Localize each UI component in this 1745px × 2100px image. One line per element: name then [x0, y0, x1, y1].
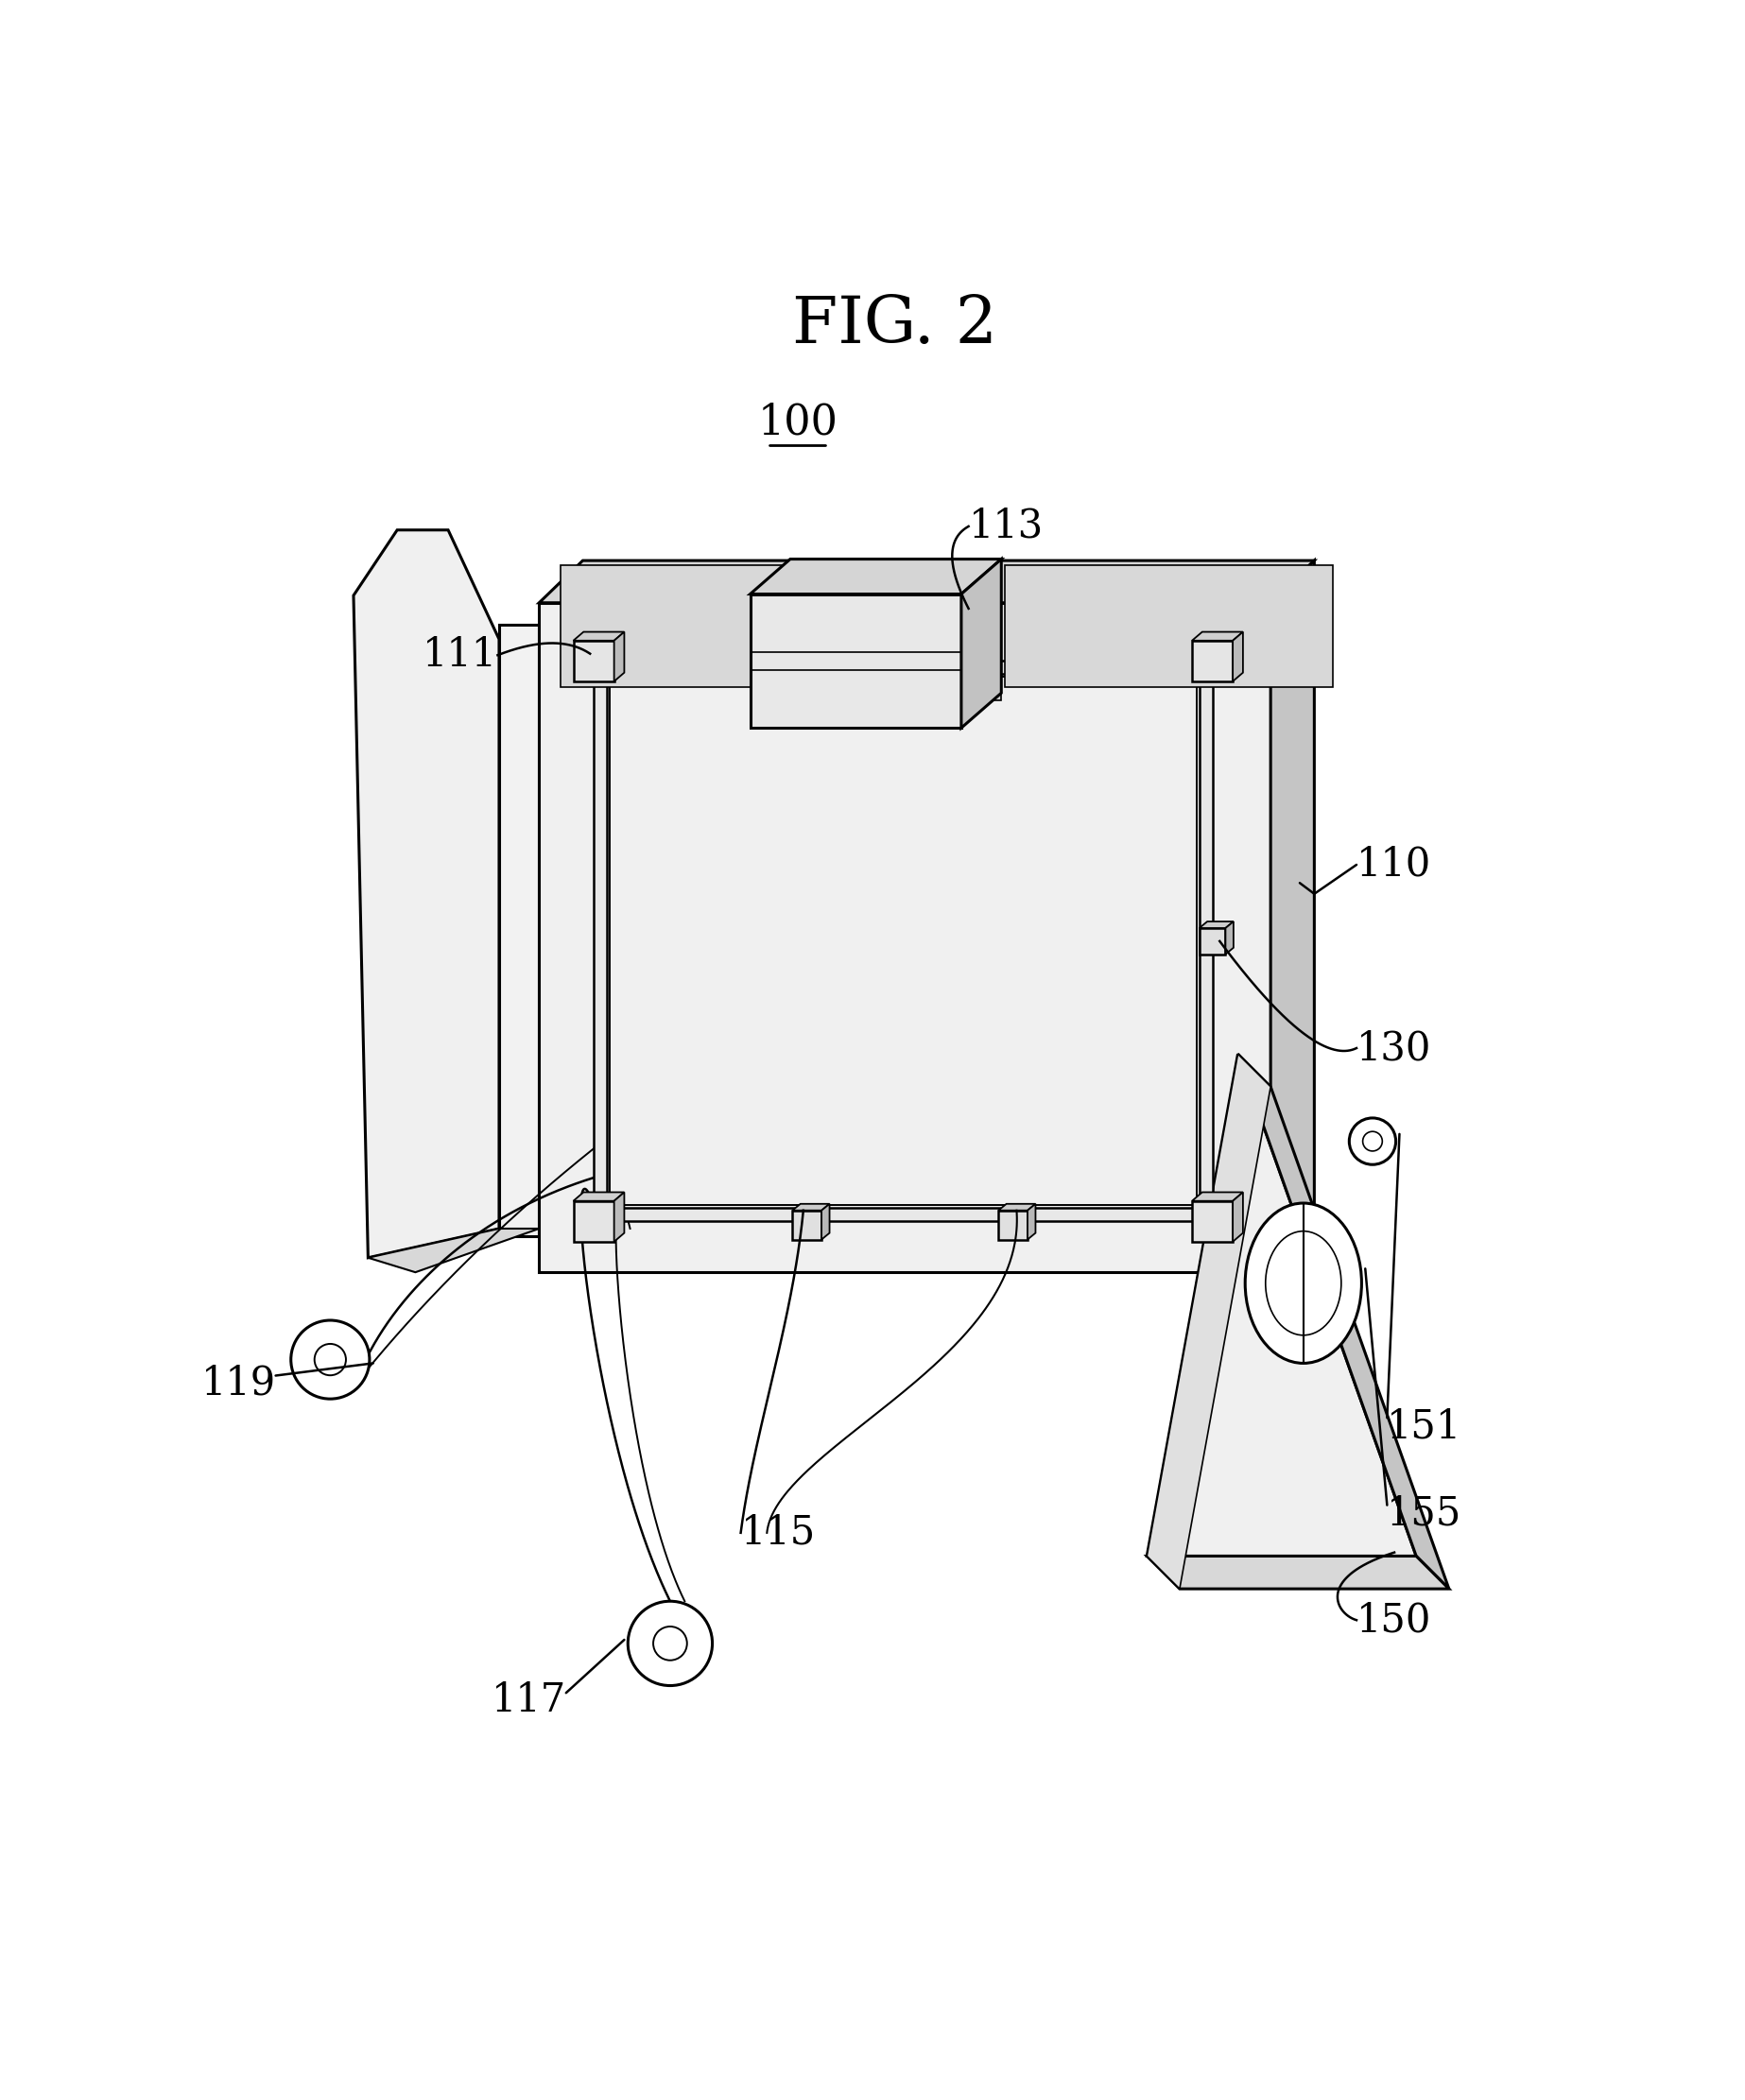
Polygon shape: [593, 1207, 1213, 1222]
Text: 150: 150: [1356, 1600, 1431, 1640]
Circle shape: [1349, 1117, 1396, 1166]
Text: 115: 115: [740, 1512, 815, 1552]
Polygon shape: [1199, 928, 1225, 953]
Polygon shape: [1146, 1054, 1270, 1590]
Polygon shape: [1005, 565, 1333, 687]
Polygon shape: [1146, 1556, 1448, 1590]
Polygon shape: [1232, 1193, 1242, 1241]
Polygon shape: [1237, 1054, 1448, 1590]
Polygon shape: [792, 1210, 822, 1239]
Polygon shape: [499, 624, 539, 1237]
Polygon shape: [1192, 1201, 1232, 1241]
Polygon shape: [574, 640, 614, 680]
Text: 151: 151: [1387, 1407, 1462, 1447]
Polygon shape: [1192, 640, 1232, 680]
Text: 155: 155: [1387, 1493, 1462, 1533]
Polygon shape: [354, 529, 499, 1258]
Polygon shape: [614, 632, 625, 680]
Polygon shape: [1192, 632, 1242, 640]
Polygon shape: [822, 1203, 829, 1239]
Text: 119: 119: [201, 1363, 276, 1403]
Polygon shape: [1232, 632, 1242, 680]
Polygon shape: [998, 1203, 1035, 1210]
Text: 117: 117: [490, 1680, 565, 1720]
Polygon shape: [790, 559, 1002, 699]
Polygon shape: [998, 1210, 1028, 1239]
Ellipse shape: [1265, 1231, 1342, 1336]
Ellipse shape: [1246, 1203, 1361, 1363]
Polygon shape: [614, 1193, 625, 1241]
Polygon shape: [574, 632, 625, 640]
Polygon shape: [593, 662, 1213, 674]
Polygon shape: [792, 1203, 829, 1210]
Polygon shape: [1199, 922, 1234, 928]
Text: 130: 130: [1356, 1029, 1431, 1069]
Circle shape: [314, 1344, 346, 1375]
Polygon shape: [1146, 1054, 1417, 1556]
Polygon shape: [574, 1201, 614, 1241]
Polygon shape: [961, 559, 1002, 729]
Polygon shape: [1270, 561, 1314, 1273]
Circle shape: [628, 1600, 712, 1686]
Polygon shape: [1192, 1193, 1242, 1201]
Text: 113: 113: [968, 506, 1044, 546]
Polygon shape: [574, 1193, 625, 1201]
Polygon shape: [539, 561, 1314, 603]
Text: FIG. 2: FIG. 2: [792, 294, 996, 357]
Polygon shape: [750, 594, 961, 729]
Polygon shape: [593, 662, 607, 1222]
Circle shape: [1363, 1132, 1382, 1151]
Polygon shape: [560, 565, 794, 687]
Text: 110: 110: [1356, 844, 1431, 884]
Polygon shape: [539, 603, 1270, 1273]
Polygon shape: [1225, 922, 1234, 953]
Polygon shape: [368, 1228, 539, 1273]
Polygon shape: [1199, 662, 1213, 1222]
Text: 100: 100: [757, 401, 838, 443]
Text: 111: 111: [422, 636, 497, 674]
Circle shape: [291, 1321, 370, 1399]
Circle shape: [653, 1628, 688, 1661]
Polygon shape: [750, 559, 1002, 594]
Polygon shape: [1028, 1203, 1035, 1239]
